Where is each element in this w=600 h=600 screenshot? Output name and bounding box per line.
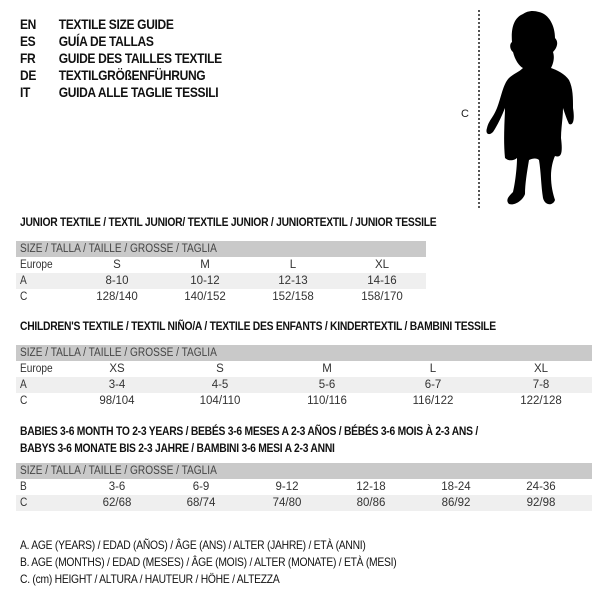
table-cell: 98/104 xyxy=(99,395,135,407)
table-cell: 24-36 xyxy=(526,481,556,493)
table-cell: 92/98 xyxy=(526,497,556,509)
row-label: B xyxy=(20,481,27,493)
guide-title: GUÍA DE TALLAS xyxy=(58,33,154,49)
table-cell: 7-8 xyxy=(532,379,550,391)
size-table: SIZE / TALLA / TAILLE / GRÖSSE / TAGLIA E… xyxy=(16,345,592,409)
row-label: Europe xyxy=(20,259,53,271)
guide-title: GUIDE DES TAILLES TEXTILE xyxy=(58,50,222,66)
height-measure-label: C xyxy=(461,108,469,120)
language-code: ES xyxy=(20,33,36,49)
table-cell: 140/152 xyxy=(184,291,226,303)
table-cell: XL xyxy=(533,363,549,375)
table-cell: 116/122 xyxy=(412,395,454,407)
table-row: A 3-4 4-5 5-6 6-7 7-8 xyxy=(16,377,592,393)
table-cell: S xyxy=(113,259,121,271)
language-code: DE xyxy=(20,67,37,83)
legend-item: B. AGE (MONTHS) / EDAD (MESES) / ÂGE (MO… xyxy=(20,555,397,569)
table-cell: 4-5 xyxy=(211,379,229,391)
table-cell: 14-16 xyxy=(367,275,397,287)
table-row: Europe XS S M L XL xyxy=(16,361,592,377)
table-cell: M xyxy=(322,363,332,375)
table-cell: 128/140 xyxy=(96,291,138,303)
table-cell: 12-18 xyxy=(356,481,386,493)
row-label: A xyxy=(20,379,27,391)
table-cell: L xyxy=(429,363,437,375)
table-cell: 10-12 xyxy=(190,275,220,287)
table-cell: 158/170 xyxy=(361,291,403,303)
table-row: C 128/140 140/152 152/158 158/170 xyxy=(16,289,426,305)
table-cell: 62/68 xyxy=(102,497,132,509)
table-row: A 8-10 10-12 12-13 14-16 xyxy=(16,273,426,289)
title-line: DE TEXTILGRÖßENFÜHRUNG xyxy=(20,67,206,83)
table-cell: 5-6 xyxy=(318,379,336,391)
table-cell: 6-7 xyxy=(424,379,442,391)
table-cell: 104/110 xyxy=(199,395,241,407)
table-row: B 3-6 6-9 9-12 12-18 18-24 24-36 xyxy=(16,479,592,495)
title-line: EN TEXTILE SIZE GUIDE xyxy=(20,16,174,32)
table-cell: L xyxy=(289,259,297,271)
table-cell: 18-24 xyxy=(441,481,471,493)
table-cell: 8-10 xyxy=(105,275,129,287)
table-heading: CHILDREN'S TEXTILE / TEXTIL NIÑO/A / TEX… xyxy=(20,319,496,333)
table-cell: 3-4 xyxy=(108,379,126,391)
table-header-bar: SIZE / TALLA / TAILLE / GRÖSSE / TAGLIA xyxy=(16,345,592,361)
table-cell: 12-13 xyxy=(278,275,308,287)
table-cell: 86/92 xyxy=(441,497,471,509)
title-line: FR GUIDE DES TAILLES TEXTILE xyxy=(20,50,222,66)
table-header-label: SIZE / TALLA / TAILLE / GRÖSSE / TAGLIA xyxy=(20,347,217,359)
row-label: C xyxy=(20,497,28,509)
table-cell: 9-12 xyxy=(275,481,299,493)
row-label: A xyxy=(20,275,27,287)
language-code: FR xyxy=(20,50,36,66)
table-header-label: SIZE / TALLA / TAILLE / GRÖSSE / TAGLIA xyxy=(20,465,217,477)
table-cell: 68/74 xyxy=(186,497,216,509)
table-row: C 98/104 104/110 110/116 116/122 122/128 xyxy=(16,393,592,409)
row-label: Europe xyxy=(20,363,53,375)
size-table: SIZE / TALLA / TAILLE / GRÖSSE / TAGLIA B… xyxy=(16,463,592,511)
legend-item: C. (cm) HEIGHT / ALTURA / HAUTEUR / HÖHE… xyxy=(20,572,280,586)
table-cell: 152/158 xyxy=(272,291,314,303)
table-cell: 122/128 xyxy=(520,395,562,407)
row-label: C xyxy=(20,395,28,407)
language-code: EN xyxy=(20,16,37,32)
title-line: ES GUÍA DE TALLAS xyxy=(20,33,154,49)
table-cell: 3-6 xyxy=(108,481,126,493)
table-header-bar: SIZE / TALLA / TAILLE / GRÖSSE / TAGLIA xyxy=(16,241,426,257)
table-cell: XS xyxy=(109,363,125,375)
row-label: C xyxy=(20,291,28,303)
table-cell: XL xyxy=(374,259,390,271)
table-heading: JUNIOR TEXTILE / TEXTIL JUNIOR/ TEXTILE … xyxy=(20,215,437,229)
guide-title: GUIDA ALLE TAGLIE TESSILI xyxy=(58,84,219,100)
table-cell: 110/116 xyxy=(307,395,347,407)
table-row: Europe S M L XL xyxy=(16,257,426,273)
guide-title: TEXTILE SIZE GUIDE xyxy=(58,16,174,32)
height-measure-line xyxy=(478,10,480,208)
legend-item: A. AGE (YEARS) / EDAD (AÑOS) / ÂGE (ANS)… xyxy=(20,538,366,552)
table-row: C 62/68 68/74 74/80 80/86 86/92 92/98 xyxy=(16,495,592,511)
language-code: IT xyxy=(20,84,31,100)
table-header-label: SIZE / TALLA / TAILLE / GRÖSSE / TAGLIA xyxy=(20,243,217,255)
table-cell: 74/80 xyxy=(272,497,302,509)
table-cell: M xyxy=(200,259,210,271)
table-cell: 80/86 xyxy=(356,497,386,509)
title-line: IT GUIDA ALLE TAGLIE TESSILI xyxy=(20,84,219,100)
size-table: SIZE / TALLA / TAILLE / GRÖSSE / TAGLIA E… xyxy=(16,241,426,305)
table-cell: 6-9 xyxy=(192,481,210,493)
table-cell: S xyxy=(216,363,224,375)
child-silhouette-icon xyxy=(486,10,574,205)
guide-title: TEXTILGRÖßENFÜHRUNG xyxy=(58,67,206,83)
table-header-bar: SIZE / TALLA / TAILLE / GRÖSSE / TAGLIA xyxy=(16,463,592,479)
table-heading: BABYS 3-6 MONATE BIS 2-3 JAHRE / BAMBINI… xyxy=(20,441,335,455)
table-heading: BABIES 3-6 MONTH TO 2-3 YEARS / BEBÉS 3-… xyxy=(20,424,478,438)
